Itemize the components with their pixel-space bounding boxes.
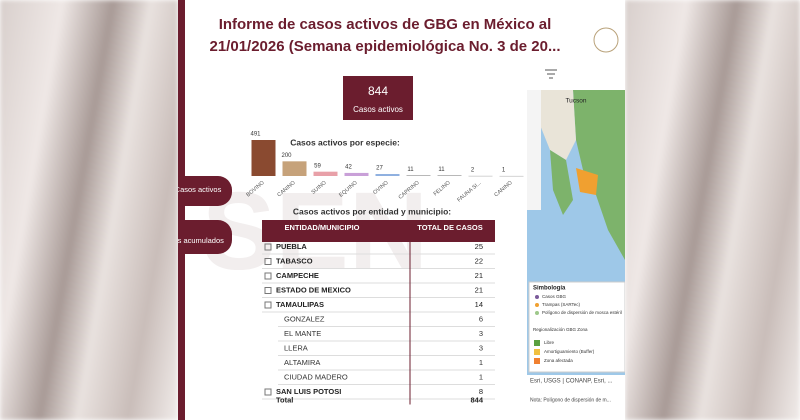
bar <box>375 174 400 176</box>
row-label: CIUDAD MADERO <box>284 372 348 381</box>
column-header: TOTAL DE CASOS <box>417 223 482 232</box>
legend-subtitle: Regionalización GBG Zona <box>533 327 588 332</box>
data-label: 2 <box>471 167 475 173</box>
logo <box>593 27 619 53</box>
row-label: CAMPECHE <box>276 271 319 280</box>
button[interactable] <box>178 220 232 254</box>
button[interactable] <box>178 176 232 206</box>
bar <box>437 175 462 176</box>
expand-icon[interactable] <box>264 388 272 396</box>
row-value: 25 <box>475 242 483 251</box>
row-value: 3 <box>479 343 483 352</box>
side-band <box>178 0 185 420</box>
chart-title: Casos activos por especie: <box>290 137 400 147</box>
bar <box>499 175 524 177</box>
button-label[interactable]: Casos acumulados <box>178 236 224 245</box>
kpi-value: 844 <box>368 84 388 98</box>
map-land <box>550 150 573 215</box>
map-note: Nota: Polígono de dispersión de m... <box>530 397 611 403</box>
table-header <box>262 220 495 242</box>
data-label: 11 <box>407 167 414 173</box>
expand-icon[interactable] <box>264 301 272 309</box>
bar <box>313 171 338 176</box>
legend-label: Polígono de dispersión de mosca estéril <box>542 310 622 315</box>
bar <box>406 175 431 176</box>
legend-label: Amortiguamiento (Buffer) <box>544 349 595 354</box>
bar <box>282 161 307 176</box>
row-value: 21 <box>475 271 483 280</box>
data-label: 42 <box>345 164 352 170</box>
row-value: 1 <box>479 358 483 367</box>
data-label: 491 <box>250 132 261 138</box>
row-value: 21 <box>475 285 483 294</box>
map-footer <box>527 375 625 405</box>
x-tick-label: FAUNA SI... <box>456 180 483 204</box>
row-value: 6 <box>479 314 483 323</box>
kpi-label: Casos activos <box>353 105 403 114</box>
bar <box>344 172 369 176</box>
row-label: TABASCO <box>276 256 313 265</box>
legend-swatch <box>534 340 540 346</box>
legend-title: Simbología <box>533 286 566 292</box>
x-tick-label: FELINO <box>433 180 453 198</box>
title: Informe de casos activos de GBG en Méxic… <box>219 16 552 33</box>
expand-icon[interactable] <box>264 258 272 265</box>
kpi-card <box>343 76 413 120</box>
title: 21/01/2026 (Semana epidemiológica No. 3 … <box>210 38 561 55</box>
legend-label: Libre <box>544 340 555 345</box>
legend-symbol <box>535 295 539 299</box>
row-value: 8 <box>479 387 483 396</box>
legend-label: Trampas (SARTec) <box>542 302 581 307</box>
legend-box <box>528 281 625 373</box>
row-value: 1 <box>479 372 483 381</box>
map-toolbar[interactable] <box>527 90 541 210</box>
row-label: SAN LUIS POTOSI <box>276 387 341 396</box>
map <box>527 90 625 405</box>
row-value: 22 <box>475 256 483 265</box>
row-label: TAMAULIPAS <box>276 300 324 309</box>
row-label: ALTAMIRA <box>284 358 320 367</box>
map-place: Tucson <box>565 98 586 105</box>
row-value: 14 <box>475 300 483 309</box>
data-label: 11 <box>438 167 445 173</box>
bar <box>251 140 276 176</box>
row-label: PUEBLA <box>276 242 307 251</box>
legend-symbol <box>535 303 539 307</box>
legend-swatch <box>534 358 540 364</box>
row-label: LLERA <box>284 343 308 352</box>
expand-icon[interactable] <box>264 287 272 294</box>
row-label: GONZALEZ <box>284 314 325 323</box>
column-header: ENTIDAD/MUNICIPIO <box>285 223 360 232</box>
dashboard-canvas: SEN Informe de casos activos de GBG en M… <box>178 0 625 420</box>
map-attribution: Esri, USGS | CONANP, Esri, ... <box>530 379 613 385</box>
dashboard: SEN Informe de casos activos de GBG en M… <box>178 0 625 420</box>
table-title: Casos activos por entidad y municipio: <box>293 206 451 216</box>
blurred-background <box>0 0 178 420</box>
bar <box>468 175 493 177</box>
blurred-background <box>625 0 800 420</box>
legend-swatch <box>534 349 540 355</box>
map-land <box>538 90 576 160</box>
row-label: ESTADO DE MEXICO <box>276 285 351 294</box>
row-value: 3 <box>479 329 483 338</box>
map-zone <box>576 168 598 195</box>
expand-icon[interactable] <box>264 243 272 251</box>
data-label: 200 <box>281 153 292 159</box>
x-tick-label: CANINO <box>493 180 514 199</box>
map-land <box>573 90 625 260</box>
button-label[interactable]: Casos activos <box>178 185 222 194</box>
data-label: 27 <box>376 166 383 172</box>
data-label: 1 <box>502 168 506 174</box>
legend-label: Zona afectada <box>544 358 573 363</box>
filter-icon[interactable] <box>545 69 557 79</box>
expand-icon[interactable] <box>264 272 272 280</box>
data-label: 59 <box>314 163 321 169</box>
total-value: 844 <box>470 395 483 404</box>
legend-label: Casos GBG <box>542 294 567 299</box>
row-label: EL MANTE <box>284 329 321 338</box>
total-label: Total <box>276 395 293 404</box>
legend-symbol <box>535 311 539 315</box>
